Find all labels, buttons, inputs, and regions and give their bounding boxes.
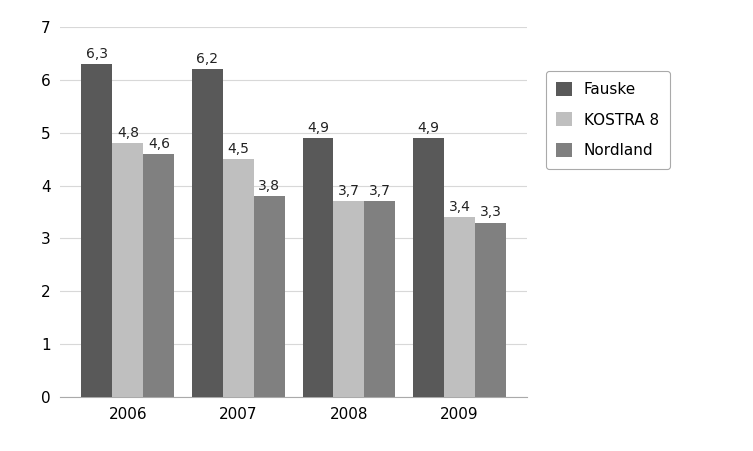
Text: 4,8: 4,8	[117, 126, 139, 140]
Bar	[364, 202, 395, 397]
Bar	[192, 69, 223, 397]
Text: 4,5: 4,5	[227, 142, 249, 156]
Bar	[223, 159, 254, 397]
Bar	[334, 202, 364, 397]
Bar	[444, 217, 475, 397]
Text: 6,3: 6,3	[86, 47, 108, 61]
Text: 4,6: 4,6	[148, 137, 170, 151]
Bar	[303, 138, 334, 397]
Bar	[81, 64, 112, 397]
Text: 6,2: 6,2	[197, 52, 218, 66]
Text: 3,7: 3,7	[338, 184, 360, 198]
Text: 3,3: 3,3	[480, 205, 501, 219]
Text: 3,4: 3,4	[449, 200, 471, 214]
Legend: Fauske, KOSTRA 8, Nordland: Fauske, KOSTRA 8, Nordland	[546, 71, 669, 169]
Bar	[254, 196, 285, 397]
Bar	[413, 138, 444, 397]
Text: 4,9: 4,9	[307, 121, 329, 135]
Bar	[475, 222, 506, 397]
Text: 3,8: 3,8	[258, 179, 280, 193]
Bar	[143, 154, 174, 397]
Text: 4,9: 4,9	[417, 121, 440, 135]
Bar	[112, 143, 143, 397]
Text: 3,7: 3,7	[369, 184, 391, 198]
